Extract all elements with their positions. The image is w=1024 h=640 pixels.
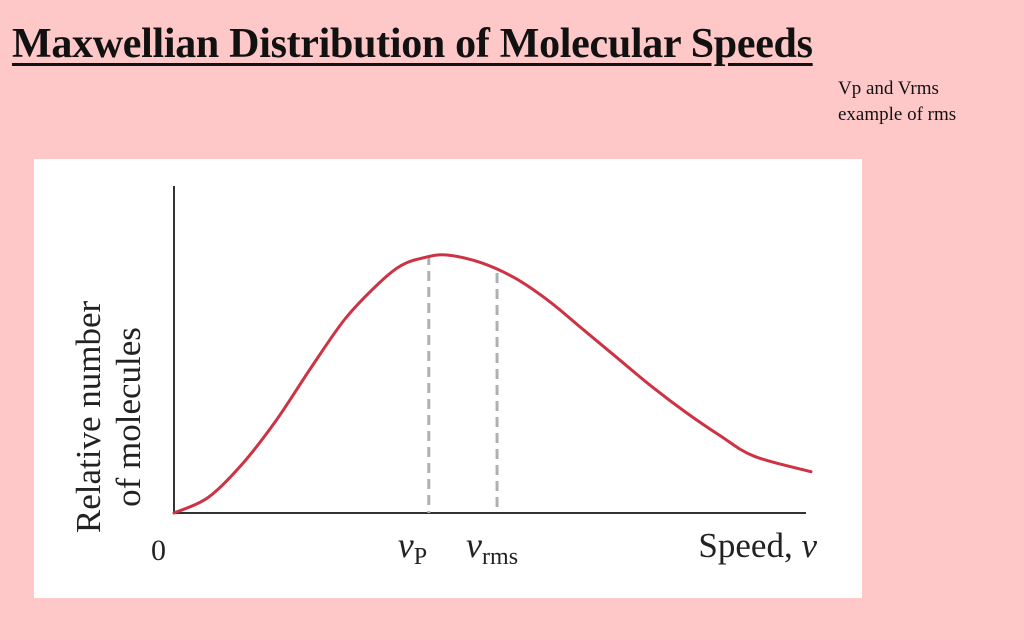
marker-label-p: vP [398, 525, 427, 570]
x-axis-label: Speed, v [698, 526, 817, 565]
y-axis-label-line-2: of molecules [109, 327, 148, 507]
figure-panel: Relative number of molecules 0 vP vrms Sp… [34, 159, 862, 598]
y-axis-label-line-1: Relative number [69, 301, 108, 534]
side-note: Vp and Vrms example of rms [838, 76, 956, 128]
x-axis-label-var: v [801, 526, 817, 565]
distribution-curve [172, 253, 813, 515]
note-line-1: Vp and Vrms [838, 78, 939, 99]
speed-distribution-chart: Relative number of molecules 0 vP vrms Sp… [69, 186, 817, 570]
marker-label-rms: vrms [466, 525, 518, 570]
note-line-2: example of rms [838, 104, 957, 125]
x-axis-label-text: Speed, [698, 526, 801, 565]
slide-title: Maxwellian Distribution of Molecular Spe… [12, 21, 813, 67]
origin-tick-label: 0 [151, 534, 166, 567]
y-axis-label: Relative number of molecules [69, 301, 148, 534]
